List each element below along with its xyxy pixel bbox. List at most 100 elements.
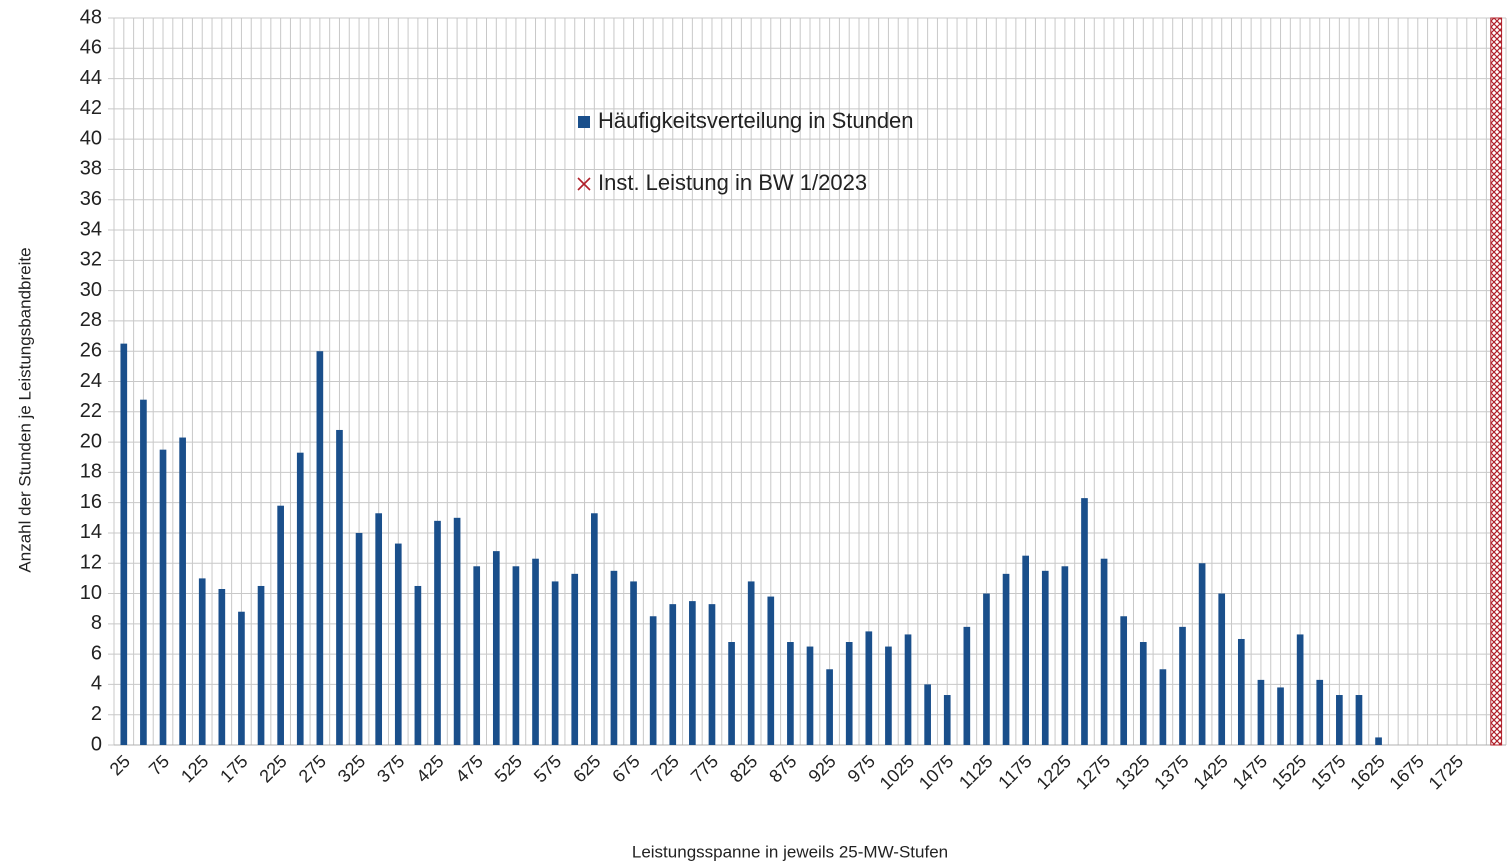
x-axis-title: Leistungsspanne in jeweils 25-MW-Stufen [632,842,948,861]
bar [198,578,206,745]
x-tick-label: 125 [177,751,212,786]
y-tick-label: 18 [80,461,102,483]
bar [473,566,481,745]
bar [159,449,167,745]
x-tick-label: 1425 [1189,751,1231,793]
y-tick-label: 20 [80,430,102,452]
x-tick-label: 1375 [1150,751,1192,793]
bar [845,642,853,745]
bar [257,585,265,745]
bar [865,631,873,745]
legend-label: Häufigkeitsverteilung in Stunden [598,108,914,133]
x-tick-label: 1325 [1111,751,1153,793]
bar [1296,634,1304,745]
y-tick-label: 6 [91,642,102,664]
x-tick-label: 525 [491,751,526,786]
bar [120,343,128,745]
y-tick-label: 44 [80,67,102,89]
x-tick-label: 425 [412,751,447,786]
x-tick-label: 1025 [876,751,918,793]
x-tick-label: 1175 [994,751,1036,793]
bar [1159,669,1167,745]
x-tick-label: 475 [452,751,487,786]
bar [610,570,618,745]
y-tick-label: 16 [80,491,102,513]
bar [1336,695,1343,745]
bar [277,505,284,745]
x-tick-label: 1675 [1386,751,1428,793]
bar [943,695,951,745]
bar [434,520,441,745]
y-tick-label: 32 [80,249,102,271]
bar [355,532,363,745]
x-tick-label: 25 [106,751,134,779]
y-tick-label: 30 [80,279,102,301]
y-tick-label: 24 [80,370,102,392]
bar [551,581,559,745]
bar [924,684,931,745]
bar [179,437,186,745]
x-tick-label: 975 [844,751,879,786]
bar [512,566,520,745]
bar [983,593,990,745]
bar [1198,563,1206,745]
bar [904,634,912,745]
bar [394,543,402,745]
y-tick-label: 36 [80,188,102,210]
bar [1355,695,1363,745]
bar [1041,570,1049,745]
bar [1081,498,1088,745]
bar [1257,679,1265,745]
x-tick-label: 625 [569,751,604,786]
bar [238,611,245,745]
x-tick-label: 175 [216,751,251,786]
y-tick-label: 2 [91,703,102,725]
y-tick-label: 22 [80,400,102,422]
bar [767,596,775,745]
bar [316,351,324,745]
x-tick-label: 225 [255,751,290,786]
bar [728,642,735,745]
bar [532,558,539,745]
y-tick-label: 14 [80,521,102,543]
bar [1375,737,1382,745]
bar [1237,638,1245,745]
x-tick-label: 1525 [1268,751,1310,793]
bar [708,604,716,745]
x-tick-label: 75 [145,751,173,779]
bar [787,642,794,745]
bar [414,585,422,745]
bar [140,399,147,745]
y-tick-label: 10 [80,582,102,604]
x-tick-label: 675 [608,751,643,786]
bar [492,551,500,745]
x-tick-label: 925 [804,751,839,786]
x-tick-label: 725 [648,751,683,786]
y-tick-label: 48 [80,6,102,28]
bar [826,669,833,745]
bar [1061,566,1069,745]
bar [1490,17,1503,746]
bar [453,517,461,745]
y-tick-label: 38 [80,158,102,180]
legend-label: Inst. Leistung in BW 1/2023 [598,170,867,195]
y-tick-label: 26 [80,339,102,361]
x-tick-label: 1475 [1229,751,1271,793]
bar [747,581,755,745]
bar [963,626,971,745]
y-tick-label: 42 [80,97,102,119]
y-tick-label: 8 [91,612,102,634]
x-tick-label: 1725 [1425,751,1467,793]
y-tick-label: 34 [80,218,102,240]
bar [336,429,343,745]
y-tick-label: 46 [80,37,102,59]
bar [1218,593,1226,745]
x-tick-label: 275 [295,751,330,786]
bar [669,604,677,745]
legend-marker [577,177,591,191]
legend-marker [578,116,590,128]
x-tick-label: 1075 [915,751,957,793]
bar [806,646,814,745]
bar [885,646,892,745]
